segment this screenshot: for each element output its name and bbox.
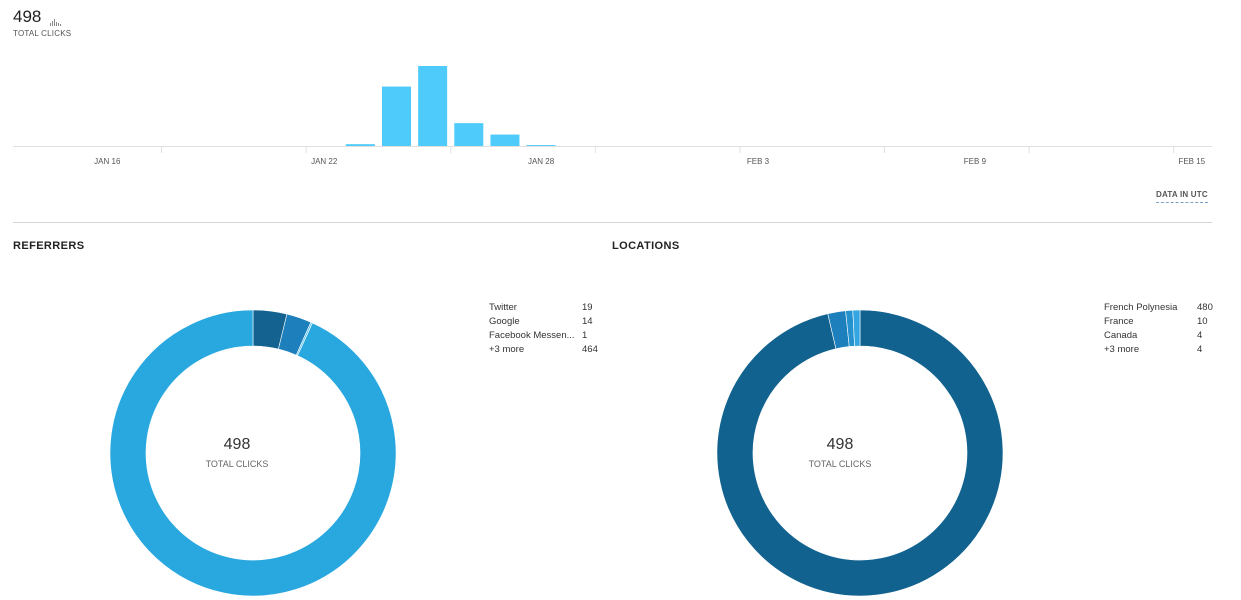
- donut-slice[interactable]: [852, 309, 861, 347]
- legend-item[interactable]: France 10: [1104, 316, 1224, 330]
- data-in-utc-link[interactable]: DATA IN UTC: [1156, 190, 1208, 203]
- legend-item[interactable]: +3 more 464: [489, 344, 609, 358]
- bar[interactable]: [526, 145, 556, 146]
- referrers-donut-chart: [109, 309, 397, 597]
- bar[interactable]: [345, 144, 375, 146]
- legend-item[interactable]: Twitter 19: [489, 302, 609, 316]
- legend-item-value: 4: [1197, 330, 1203, 341]
- legend-item-value: 14: [582, 316, 593, 327]
- legend-item[interactable]: Google 14: [489, 316, 609, 330]
- legend-item-label: France: [1104, 316, 1134, 327]
- legend-item[interactable]: French Polynesia 480: [1104, 302, 1224, 316]
- legend-item[interactable]: Canada 4: [1104, 330, 1224, 344]
- x-tick-label: JAN 22: [311, 157, 338, 166]
- donut-slice[interactable]: [109, 309, 397, 597]
- clicks-timeline-chart: JAN 16 JAN 22 JAN 28 FEB 3 FEB 9 FEB 15: [13, 66, 1212, 166]
- bar-chart-icon[interactable]: [49, 8, 62, 26]
- legend-item-label: Twitter: [489, 302, 517, 313]
- section-divider: [13, 222, 1212, 223]
- total-clicks-label: TOTAL CLICKS: [13, 29, 72, 38]
- total-clicks-header: 498 TOTAL CLICKS: [13, 7, 71, 38]
- legend-item-value: 480: [1197, 302, 1213, 313]
- bar[interactable]: [454, 123, 484, 146]
- referrers-total-value: 498: [223, 436, 251, 453]
- x-tick-label: JAN 28: [528, 157, 555, 166]
- locations-legend: French Polynesia 480 France 10 Canada 4 +3 mor…: [1104, 302, 1224, 358]
- bar[interactable]: [490, 134, 520, 146]
- legend-item-value: 464: [582, 344, 598, 355]
- x-tick-label: FEB 9: [964, 157, 987, 166]
- bar[interactable]: [382, 86, 411, 146]
- referrers-legend: Twitter 19 Google 14 Facebook Messen... 1 +3 m…: [489, 302, 609, 358]
- legend-item-label: +3 more: [489, 344, 525, 355]
- legend-item-label: Canada: [1104, 330, 1138, 341]
- referrers-total-label: TOTAL CLICKS: [205, 459, 269, 469]
- locations-total-value: 498: [826, 436, 854, 453]
- legend-item-label: Facebook Messen...: [489, 330, 575, 341]
- legend-item-value: 19: [582, 302, 593, 313]
- locations-total-label: TOTAL CLICKS: [808, 459, 872, 469]
- x-tick-label: FEB 15: [1178, 157, 1205, 166]
- referrers-donut-center: 498 TOTAL CLICKS: [137, 436, 337, 469]
- referrers-title: REFERRERS: [13, 240, 85, 252]
- bar[interactable]: [418, 66, 448, 146]
- legend-item-label: Google: [489, 316, 520, 327]
- legend-item-value: 1: [582, 330, 588, 341]
- donut-slice[interactable]: [716, 309, 1004, 597]
- legend-item-value: 10: [1197, 316, 1208, 327]
- legend-item[interactable]: +3 more 4: [1104, 344, 1224, 358]
- total-clicks-value: 498: [13, 7, 42, 26]
- x-tick-label: JAN 16: [94, 157, 121, 166]
- legend-item[interactable]: Facebook Messen... 1: [489, 330, 609, 344]
- legend-item-value: 4: [1197, 344, 1203, 355]
- locations-donut-center: 498 TOTAL CLICKS: [740, 436, 940, 469]
- legend-item-label: +3 more: [1104, 344, 1140, 355]
- legend-item-label: French Polynesia: [1104, 302, 1178, 313]
- locations-donut-chart: [716, 309, 1004, 597]
- locations-title: LOCATIONS: [612, 240, 680, 252]
- x-tick-label: FEB 3: [747, 157, 770, 166]
